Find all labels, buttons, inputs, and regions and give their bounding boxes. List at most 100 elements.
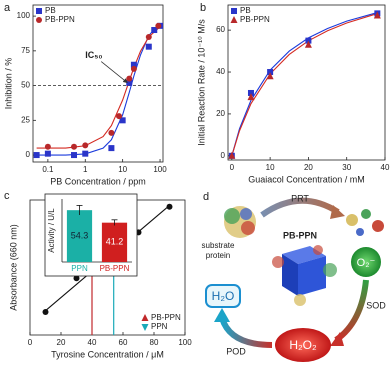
marker bbox=[82, 142, 89, 149]
y-tick-label: 40 bbox=[216, 67, 225, 76]
legend-label: PB-PPN bbox=[240, 15, 270, 24]
marker bbox=[304, 40, 312, 48]
legend-label: PB-PPN bbox=[45, 15, 75, 24]
marker bbox=[228, 151, 236, 159]
marker bbox=[126, 79, 133, 86]
y-tick-label: 60 bbox=[216, 25, 225, 34]
sod-arrow bbox=[334, 279, 369, 343]
marker bbox=[305, 37, 312, 44]
x-tick-label: PPN bbox=[71, 264, 88, 273]
x-tick-label: 40 bbox=[381, 163, 390, 172]
marker bbox=[119, 117, 126, 124]
marker bbox=[33, 152, 40, 159]
bar bbox=[101, 222, 128, 262]
annotation-arrow bbox=[100, 61, 128, 84]
legend-marker bbox=[36, 17, 42, 23]
marker bbox=[42, 309, 49, 316]
x-axis-label: Guaiacol Concentration / mM bbox=[248, 174, 365, 184]
marker bbox=[267, 69, 274, 76]
x-tick-label: 10 bbox=[266, 163, 275, 172]
fit-line bbox=[231, 13, 378, 156]
diagram: d PRT substrate protein PB-PPN O₂⁻ SOD H… bbox=[202, 191, 386, 362]
y-tick-label: 25 bbox=[21, 115, 30, 124]
marker bbox=[247, 89, 254, 96]
plot-frame bbox=[32, 4, 164, 163]
substrate-label: protein bbox=[206, 251, 230, 260]
legend-label: PPN bbox=[151, 322, 168, 331]
legend-marker bbox=[231, 8, 237, 14]
h2o2-label: H₂O₂ bbox=[289, 338, 317, 352]
bar bbox=[66, 210, 93, 262]
x-tick-label: 100 bbox=[153, 165, 167, 174]
marker bbox=[247, 93, 255, 101]
marker bbox=[108, 145, 115, 152]
nanozyme-cube bbox=[272, 245, 337, 306]
marker bbox=[151, 27, 158, 34]
substrate-label: substrate bbox=[202, 241, 235, 250]
y-axis-label: Initial Reaction Rate / 10⁻¹⁰ M/s bbox=[196, 19, 206, 146]
marker bbox=[145, 43, 152, 50]
panel-label: b bbox=[200, 2, 206, 14]
annotation: IC₅₀ bbox=[85, 50, 102, 60]
y-tick-label: 0 bbox=[26, 150, 31, 159]
legend-marker bbox=[141, 324, 149, 331]
x-tick-label: 20 bbox=[57, 338, 66, 347]
legend-marker bbox=[141, 314, 149, 321]
sod-label: SOD bbox=[366, 300, 386, 310]
fit-line bbox=[36, 22, 161, 156]
fragments bbox=[346, 209, 384, 236]
y-tick-label: 100 bbox=[17, 11, 31, 20]
y-axis-label: Activity / U/L bbox=[47, 208, 56, 253]
marker bbox=[44, 150, 51, 157]
panel-label: a bbox=[4, 2, 11, 14]
marker bbox=[44, 143, 51, 150]
marker bbox=[166, 203, 173, 210]
x-tick-label: 20 bbox=[304, 163, 313, 172]
y-tick-label: 75 bbox=[21, 46, 30, 55]
legend-label: PB-PPN bbox=[151, 313, 181, 322]
x-tick-label: PB-PPN bbox=[100, 264, 130, 273]
x-tick-label: 100 bbox=[178, 338, 192, 347]
marker bbox=[155, 22, 162, 29]
center-label: PB-PPN bbox=[283, 230, 317, 240]
x-tick-label: 0.1 bbox=[42, 165, 54, 174]
marker bbox=[373, 11, 381, 19]
x-tick-label: 60 bbox=[119, 338, 128, 347]
x-tick-label: 0 bbox=[230, 163, 235, 172]
substrate-protein bbox=[224, 206, 256, 238]
x-tick-label: 10 bbox=[118, 165, 127, 174]
superoxide-label: O₂⁻ bbox=[357, 257, 376, 269]
marker bbox=[71, 143, 78, 150]
y-axis-label: Absorbance (660 nm) bbox=[8, 224, 18, 311]
x-tick-label: 40 bbox=[88, 338, 97, 347]
marker bbox=[145, 33, 152, 40]
h2o2-node bbox=[275, 328, 331, 362]
x-axis-label: PB Concentration / ppm bbox=[50, 176, 146, 186]
h2o-label: H₂O bbox=[212, 289, 235, 303]
prt-label: PRT bbox=[291, 193, 309, 203]
x-tick-label: 0 bbox=[28, 338, 33, 347]
y-axis-label: Inhibition / % bbox=[3, 58, 13, 110]
marker bbox=[130, 61, 137, 68]
pod-arrow bbox=[219, 316, 273, 348]
plot-frame bbox=[227, 4, 386, 161]
panel-label: d bbox=[203, 191, 209, 203]
legend-marker bbox=[36, 8, 42, 14]
arrow-head bbox=[330, 205, 345, 219]
x-tick-label: 1 bbox=[83, 165, 88, 174]
y-tick-label: 50 bbox=[21, 81, 30, 90]
superoxide-node bbox=[351, 247, 381, 277]
fit-line bbox=[231, 12, 378, 156]
fit-line bbox=[36, 26, 161, 149]
marker bbox=[108, 129, 115, 136]
x-axis-label: Tyrosine Concentration / μM bbox=[51, 349, 164, 359]
legend-label: PB bbox=[240, 6, 251, 15]
y-tick-label: 0 bbox=[221, 151, 226, 160]
x-tick-label: 80 bbox=[150, 338, 159, 347]
arrow-head bbox=[214, 308, 230, 322]
marker bbox=[126, 75, 133, 82]
panel-label: c bbox=[4, 190, 10, 202]
